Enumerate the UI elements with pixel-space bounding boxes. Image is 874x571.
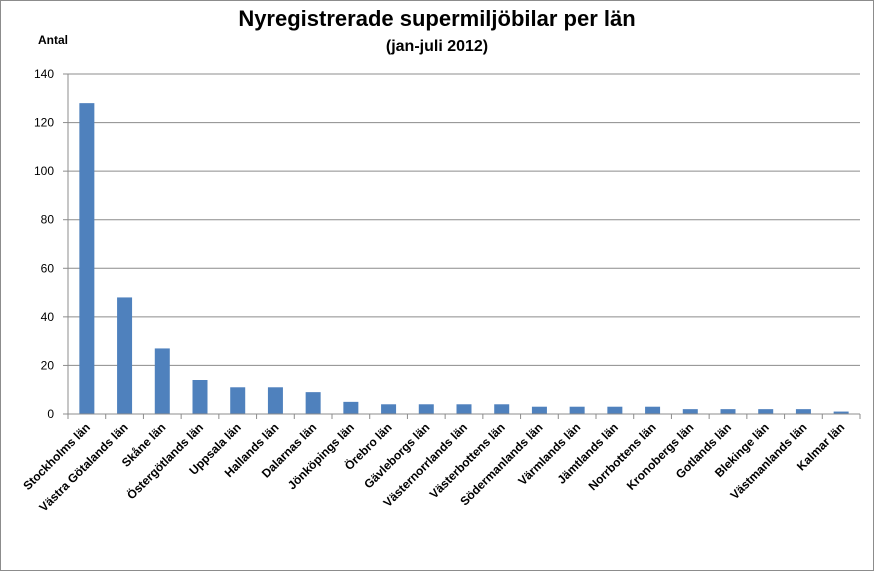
bars [79,103,849,415]
x-tick-label: Gävleborgs län [361,420,432,491]
bar-4 [192,380,208,414]
y-tick-label: 20 [41,358,55,372]
bar-21 [833,411,849,414]
gridlines [68,73,860,366]
chart-subtitle: (jan-juli 2012) [385,38,489,55]
bar-13 [531,406,547,414]
bar-12 [494,404,510,414]
x-tick-label: Stockholms län [20,420,93,493]
bar-2 [117,297,133,414]
y-axis-label: Antal [38,33,68,47]
x-tick-label: Norrbottens län [586,420,659,493]
bar-9 [381,404,397,414]
bar-20 [795,409,811,414]
bar-7 [305,392,321,414]
bar-8 [343,401,359,414]
y-tick-label: 120 [34,116,54,130]
bar-19 [758,409,774,414]
bar-10 [418,404,434,414]
y-axis-ticks: 0 20 40 60 80 100 120 140 [34,67,68,421]
y-tick-label: 60 [41,261,55,275]
y-tick-label: 140 [34,67,54,81]
bar-6 [267,387,283,414]
y-tick-label: 80 [41,213,55,227]
bar-11 [456,404,472,414]
x-tick-label: Jönköpings län [285,420,357,492]
bar-18 [720,409,736,414]
x-tick-label: Kronobergs län [624,420,697,493]
bar-17 [682,409,698,414]
bar-14 [569,406,585,414]
bar-16 [645,406,661,414]
bar-3 [154,348,170,414]
axes [67,74,860,415]
bar-1 [79,103,95,415]
y-tick-label: 0 [47,407,54,421]
bar-5 [230,387,246,414]
chart-title: Nyregistrerade supermiljöbilar per län [238,6,636,31]
y-tick-label: 100 [34,164,54,178]
y-tick-label: 40 [41,310,55,324]
bar-15 [607,406,623,414]
